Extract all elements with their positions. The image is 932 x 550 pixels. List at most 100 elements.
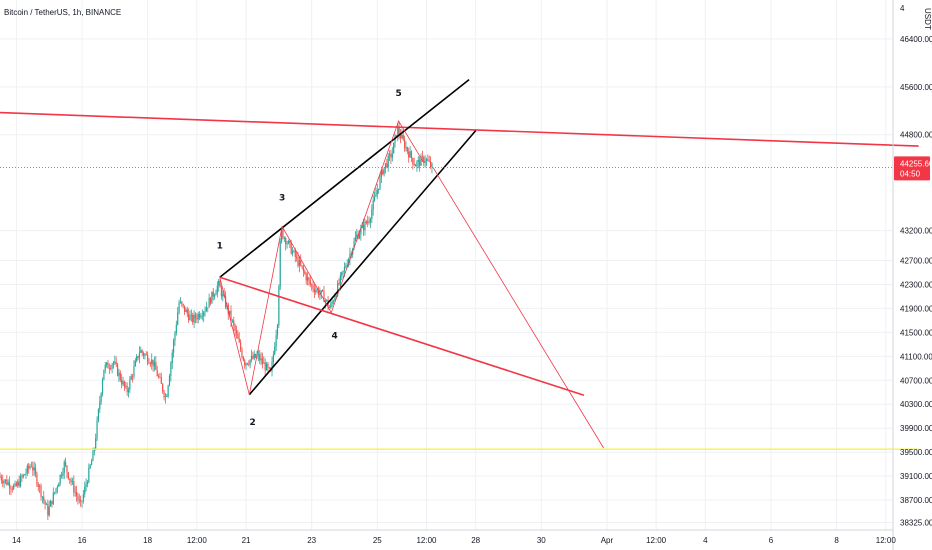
candle-body[interactable] bbox=[88, 467, 90, 483]
candle-body[interactable] bbox=[363, 224, 365, 231]
candle-body[interactable] bbox=[103, 369, 105, 381]
wedge-upper-line[interactable] bbox=[219, 78, 470, 278]
projection-line[interactable] bbox=[432, 167, 604, 449]
candle-body[interactable] bbox=[111, 364, 113, 369]
candle-body[interactable] bbox=[212, 291, 214, 297]
candle-body[interactable] bbox=[315, 290, 317, 293]
candle-body[interactable] bbox=[267, 363, 269, 368]
candle-body[interactable] bbox=[73, 481, 75, 493]
candle-body[interactable] bbox=[263, 362, 265, 364]
candle-body[interactable] bbox=[55, 488, 57, 493]
candle-body[interactable] bbox=[175, 324, 177, 333]
candle-body[interactable] bbox=[86, 482, 89, 485]
candle-body[interactable] bbox=[56, 486, 59, 489]
candle-body[interactable] bbox=[274, 346, 276, 355]
candle-body[interactable] bbox=[118, 372, 120, 376]
candle-body[interactable] bbox=[328, 306, 331, 308]
wave-path-line[interactable] bbox=[219, 120, 424, 395]
candle-body[interactable] bbox=[178, 302, 180, 313]
candle-body[interactable] bbox=[409, 151, 411, 158]
candle-body[interactable] bbox=[416, 161, 418, 167]
candle-body[interactable] bbox=[373, 196, 376, 201]
candle-body[interactable] bbox=[241, 349, 243, 357]
candle-body[interactable] bbox=[174, 332, 176, 341]
candle-body[interactable] bbox=[360, 227, 362, 235]
candle-body[interactable] bbox=[122, 381, 124, 385]
candle-body[interactable] bbox=[427, 159, 429, 161]
candle-body[interactable] bbox=[293, 250, 295, 252]
candle-body[interactable] bbox=[330, 303, 332, 308]
candle-body[interactable] bbox=[152, 359, 154, 367]
candle-body[interactable] bbox=[43, 496, 45, 501]
candle-body[interactable] bbox=[383, 167, 385, 175]
candle-body[interactable] bbox=[0, 477, 2, 481]
candle-body[interactable] bbox=[162, 383, 164, 392]
candle-body[interactable] bbox=[151, 359, 153, 365]
candle-body[interactable] bbox=[286, 243, 288, 245]
resistance-line[interactable] bbox=[0, 111, 919, 147]
candle-body[interactable] bbox=[428, 160, 430, 162]
candle-body[interactable] bbox=[197, 314, 199, 320]
candle-body[interactable] bbox=[142, 352, 145, 356]
candle-body[interactable] bbox=[323, 291, 325, 303]
candle-body[interactable] bbox=[164, 396, 167, 398]
candle-body[interactable] bbox=[173, 340, 175, 353]
candle-body[interactable] bbox=[40, 485, 42, 497]
candle-body[interactable] bbox=[185, 309, 187, 312]
candle-body[interactable] bbox=[49, 500, 52, 507]
candle-body[interactable] bbox=[287, 240, 290, 244]
candle-body[interactable] bbox=[390, 153, 392, 158]
candle-body[interactable] bbox=[116, 364, 119, 376]
candle-body[interactable] bbox=[342, 270, 344, 273]
candle-body[interactable] bbox=[144, 354, 146, 356]
candle-body[interactable] bbox=[74, 492, 76, 493]
candle-body[interactable] bbox=[104, 364, 106, 370]
candle-body[interactable] bbox=[234, 325, 236, 332]
candle-body[interactable] bbox=[92, 451, 94, 461]
candle-body[interactable] bbox=[227, 304, 229, 314]
candle-body[interactable] bbox=[425, 159, 428, 161]
candle-body[interactable] bbox=[280, 229, 283, 242]
candle-body[interactable] bbox=[364, 221, 366, 231]
candle-body[interactable] bbox=[231, 320, 233, 322]
candle-body[interactable] bbox=[361, 224, 363, 228]
candle-body[interactable] bbox=[30, 466, 33, 468]
candle-body[interactable] bbox=[0, 476, 1, 478]
candle-body[interactable] bbox=[424, 160, 426, 163]
candle-body[interactable] bbox=[235, 331, 238, 334]
candle-body[interactable] bbox=[378, 188, 380, 191]
candle-body[interactable] bbox=[253, 354, 255, 359]
candle-body[interactable] bbox=[276, 325, 279, 336]
candle-body[interactable] bbox=[349, 253, 351, 259]
candle-body[interactable] bbox=[140, 350, 142, 353]
candle-body[interactable] bbox=[250, 355, 253, 360]
candle-body[interactable] bbox=[417, 159, 419, 162]
candle-body[interactable] bbox=[391, 153, 393, 158]
candle-body[interactable] bbox=[211, 291, 213, 304]
candle-body[interactable] bbox=[405, 147, 407, 149]
candle-body[interactable] bbox=[166, 396, 168, 397]
candle-body[interactable] bbox=[47, 504, 49, 516]
candle-body[interactable] bbox=[356, 234, 358, 238]
candle-body[interactable] bbox=[345, 266, 347, 268]
candle-body[interactable] bbox=[163, 391, 165, 398]
candle-body[interactable] bbox=[353, 241, 355, 249]
candle-body[interactable] bbox=[386, 163, 388, 168]
candle-body[interactable] bbox=[160, 377, 162, 384]
candle-body[interactable] bbox=[4, 479, 7, 481]
candle-body[interactable] bbox=[229, 310, 231, 314]
candle-body[interactable] bbox=[194, 314, 197, 319]
candle-body[interactable] bbox=[365, 221, 367, 224]
candle-body[interactable] bbox=[379, 177, 381, 189]
wedge-lower-line[interactable] bbox=[248, 130, 477, 396]
candle-body[interactable] bbox=[21, 476, 23, 478]
candle-body[interactable] bbox=[81, 501, 83, 502]
candle-body[interactable] bbox=[11, 488, 13, 490]
candle-body[interactable] bbox=[137, 356, 139, 359]
candle-body[interactable] bbox=[291, 251, 294, 254]
candle-body[interactable] bbox=[368, 221, 370, 223]
candle-body[interactable] bbox=[112, 362, 115, 365]
candle-body[interactable] bbox=[2, 480, 4, 484]
candle-body[interactable] bbox=[71, 481, 74, 483]
candle-body[interactable] bbox=[106, 362, 108, 365]
